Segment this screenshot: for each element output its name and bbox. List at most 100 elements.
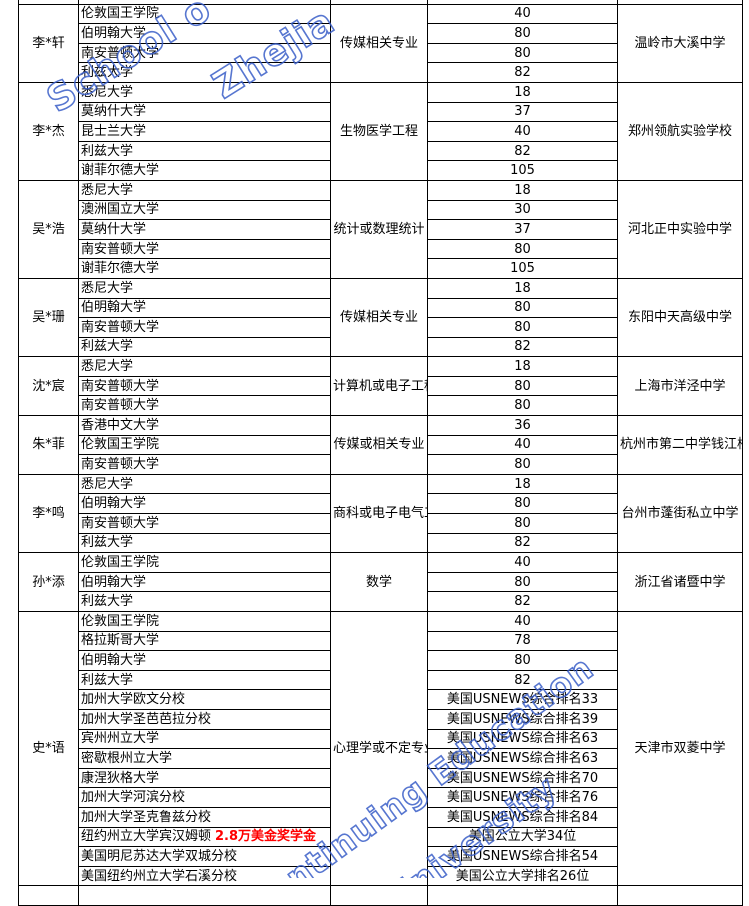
ranking-cell: 40 xyxy=(427,552,618,573)
admitted-university-cell: 伯明翰大学 xyxy=(78,297,331,319)
admitted-university-cell: 伯明翰大学 xyxy=(78,493,331,515)
ranking-cell: 80 xyxy=(427,650,618,671)
admitted-university-cell: 南安普顿大学 xyxy=(78,238,331,260)
admitted-university-cell xyxy=(78,885,331,906)
ranking-cell: 18 xyxy=(427,277,618,299)
student-name-cell: 李*轩 xyxy=(18,3,79,83)
scholarship-badge: 2.8万美金奖学金 xyxy=(215,829,317,845)
admitted-university-cell: 康涅狄格大学 xyxy=(78,767,331,789)
intended-major-cell: 数学 xyxy=(330,552,428,612)
admitted-university-cell: 格拉斯哥大学 xyxy=(78,630,331,652)
table-row: 谢菲尔德大学 105 xyxy=(19,258,743,279)
admitted-university-cell: 昆士兰大学 xyxy=(78,121,331,142)
table-row: 李*轩 伦敦国王学院 传媒相关专业 40 温岭市大溪中学 xyxy=(18,3,743,83)
admitted-university-cell: 伦敦国王学院 xyxy=(78,434,331,456)
table-row: 吴*浩 悉尼大学 统计或数理统计 18 河北正中实验中学 xyxy=(18,179,743,279)
admissions-results-sheet: 悉尼大学18李*轩伦敦国王学院传媒相关专业40温岭市大溪中学伯明翰大学80南安普… xyxy=(18,0,743,906)
admitted-university-cell: 伯明翰大学 xyxy=(78,23,331,44)
table-row: 加州大学欧文分校 美国USNEWS综合排名33 xyxy=(19,689,743,710)
admitted-university-cell: 香港中文大学 xyxy=(78,415,331,436)
origin-high-school-cell: 郑州领航实验学校 xyxy=(617,81,743,181)
ranking-cell: 美国USNEWS综合排名76 xyxy=(427,787,618,808)
university-name-text: 纽约州立大学宾汉姆顿 xyxy=(81,829,212,845)
origin-high-school-cell: 浙江省诸暨中学 xyxy=(617,552,743,612)
admitted-university-cell: 南安普顿大学 xyxy=(78,513,331,534)
admitted-university-cell: 澳洲国立大学 xyxy=(78,199,331,221)
admitted-university-cell: 利兹大学 xyxy=(78,669,331,691)
admitted-university-cell: 悉尼大学 xyxy=(78,179,331,201)
table-row: 加州大学河滨分校 美国USNEWS综合排名76 xyxy=(19,787,743,808)
admitted-university-cell: 伦敦国王学院 xyxy=(78,611,331,632)
intended-major-cell: 传媒相关专业 xyxy=(330,3,428,83)
student-name-cell: 孙*添 xyxy=(18,552,79,612)
ranking-cell: 82 xyxy=(427,532,618,554)
ranking-cell: 40 xyxy=(427,611,618,632)
table-row: 李*杰 悉尼大学 生物医学工程 18 郑州领航实验学校 xyxy=(18,81,743,181)
admitted-university-cell: 伯明翰大学 xyxy=(78,571,331,593)
ranking-cell: 18 xyxy=(427,473,618,495)
admitted-university-cell: 南安普顿大学 xyxy=(78,454,331,475)
intended-major-cell: 传媒相关专业 xyxy=(330,277,428,358)
ranking-cell: 37 xyxy=(427,219,618,240)
admitted-university-cell: 莫纳什大学 xyxy=(78,219,331,240)
admitted-university-cell: 加州大学欧文分校 xyxy=(78,689,331,710)
origin-high-school-cell xyxy=(617,885,743,906)
ranking-cell: 美国USNEWS综合排名33 xyxy=(427,689,618,710)
student-name-cell: 吴*浩 xyxy=(18,179,79,279)
table-row: 密歇根州立大学 美国USNEWS综合排名63 xyxy=(19,748,743,769)
intended-major-cell: 传媒或相关专业 xyxy=(330,415,428,475)
origin-high-school-cell: 东阳中天高级中学 xyxy=(617,277,743,358)
admitted-university-cell: 加州大学河滨分校 xyxy=(78,787,331,808)
ranking-cell: 80 xyxy=(427,238,618,260)
ranking-cell: 37 xyxy=(427,101,618,123)
ranking-cell: 美国USNEWS综合排名39 xyxy=(427,708,618,730)
ranking-cell: 18 xyxy=(427,81,618,103)
table-row: 南安普顿大学 80 xyxy=(19,395,743,417)
ranking-cell: 80 xyxy=(427,493,618,515)
table-row: 孙*添 伦敦国王学院 数学 40 浙江省诸暨中学 xyxy=(18,552,743,612)
student-name-cell: 吴*珊 xyxy=(18,277,79,358)
student-name-cell: 沈*宸 xyxy=(18,356,79,417)
intended-major-cell: 计算机或电子工程 xyxy=(330,356,428,417)
ranking-cell: 80 xyxy=(427,375,618,397)
ranking-cell: 82 xyxy=(427,669,618,691)
ranking-cell: 78 xyxy=(427,630,618,652)
admitted-university-cell: 莫纳什大学 xyxy=(78,101,331,123)
ranking-cell: 美国USNEWS综合排名70 xyxy=(427,767,618,789)
admitted-university-cell: 美国明尼苏达大学双城分校 xyxy=(78,846,331,867)
ranking-cell: 82 xyxy=(427,591,618,612)
admitted-university-cell: 伦敦国王学院 xyxy=(78,552,331,573)
table-row: 南安普顿大学 80 xyxy=(19,454,743,475)
ranking-cell: 80 xyxy=(427,571,618,593)
student-name-cell: 朱*菲 xyxy=(18,415,79,475)
ranking-cell: 美国USNEWS综合排名54 xyxy=(427,846,618,867)
origin-high-school-cell: 台州市蓬街私立中学 xyxy=(617,473,743,554)
table-row: 利兹大学 82 xyxy=(19,669,743,691)
admitted-university-cell: 谢菲尔德大学 xyxy=(78,160,331,181)
ranking-cell: 18 xyxy=(427,356,618,377)
ranking-cell: 80 xyxy=(427,513,618,534)
table-row: 宾州州立大学 美国USNEWS综合排名63 xyxy=(19,728,743,750)
ranking-cell: 40 xyxy=(427,121,618,142)
table-row: 利兹大学 82 xyxy=(19,62,743,83)
admitted-university-cell: 加州大学圣芭芭拉分校 xyxy=(78,708,331,730)
admitted-university-cell: 利兹大学 xyxy=(78,140,331,162)
ranking-cell: 105 xyxy=(427,258,618,279)
table-row: 格拉斯哥大学 78 xyxy=(19,630,743,652)
ranking-cell: 18 xyxy=(427,179,618,201)
admitted-university-cell: 密歇根州立大学 xyxy=(78,748,331,769)
ranking-cell: 80 xyxy=(427,23,618,44)
ranking-cell: 美国USNEWS综合排名63 xyxy=(427,748,618,769)
admitted-university-cell: 南安普顿大学 xyxy=(78,42,331,64)
origin-high-school-cell: 河北正中实验中学 xyxy=(617,179,743,279)
table-row: 伯明翰大学 80 xyxy=(19,571,743,593)
intended-major-cell: 商科或电子电气工程 xyxy=(330,473,428,554)
intended-major-cell: 心理学或不定专业 xyxy=(330,610,428,887)
admitted-university-cell: 纽约州立大学宾汉姆顿 2.8万美金奖学金 xyxy=(78,826,331,848)
admitted-university-cell: 悉尼大学 xyxy=(78,356,331,377)
admitted-university-cell: 伦敦国王学院 xyxy=(78,3,331,25)
ranking-cell: 美国公立大学排名26位 xyxy=(427,865,618,887)
table-row: 美国明尼苏达大学双城分校 美国USNEWS综合排名54 xyxy=(19,846,743,867)
admitted-university-cell: 利兹大学 xyxy=(78,62,331,83)
table-row: 澳洲国立大学 30 xyxy=(19,199,743,221)
